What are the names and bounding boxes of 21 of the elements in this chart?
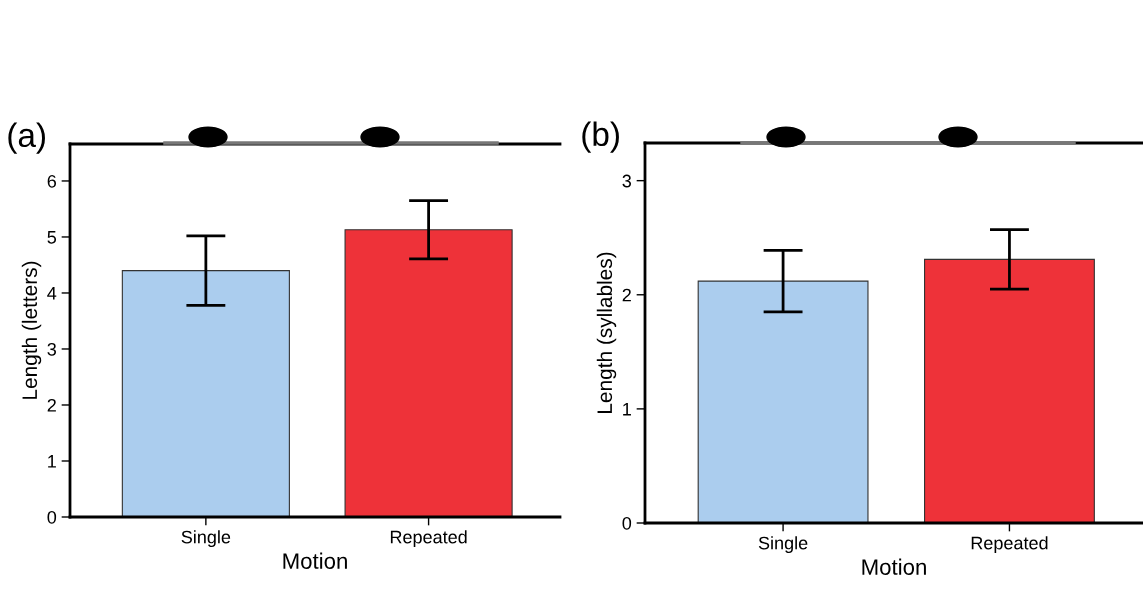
y-tick-label: 4: [47, 287, 57, 300]
y-axis-title: Length (syllables): [596, 252, 617, 413]
y-axis-title: Length (letters): [21, 261, 42, 399]
y-tick-label: 5: [47, 231, 57, 244]
y-tick-label: 1: [623, 403, 631, 416]
y-tick-label: 2: [622, 288, 631, 302]
y-tick-label: 6: [47, 174, 57, 188]
y-tick-label: 3: [622, 174, 632, 188]
y-tick-label: 1: [48, 455, 56, 468]
x-axis-title: Motion: [862, 558, 926, 575]
x-axis-title: Motion: [283, 552, 347, 569]
x-tick-label: Single: [758, 536, 808, 554]
chart-title: (b): [582, 121, 619, 153]
y-tick-label: 0: [47, 510, 57, 524]
y-tick-label: 3: [47, 342, 57, 356]
chart-title: (a): [8, 122, 45, 154]
y-tick-label: 0: [622, 516, 632, 530]
y-tick-label: 2: [47, 398, 56, 412]
x-tick-label: Repeated: [971, 536, 1048, 554]
x-tick-label: Repeated: [390, 530, 467, 548]
x-tick-label: Single: [181, 530, 231, 548]
